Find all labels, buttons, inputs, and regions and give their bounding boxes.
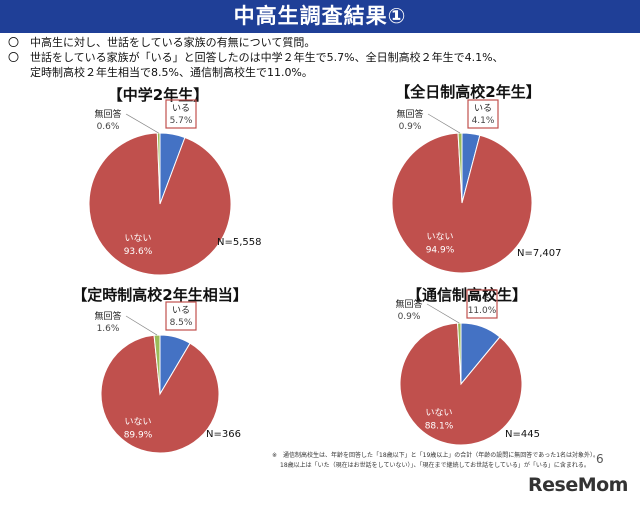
slice-value: 8.5% — [170, 318, 193, 328]
slice-value: 0.9% — [398, 312, 421, 322]
pie-slice — [153, 334, 161, 395]
slice-label: いる — [172, 103, 190, 114]
slice-value: 11.0% — [468, 306, 497, 316]
slice-label: いない — [124, 417, 151, 428]
pie-chart: 【中学2年生】いる 5.7% 無回答 0.6% いない 93.6% N=5,558 — [88, 86, 262, 276]
resemom-logo: ReseMom — [528, 474, 628, 496]
chart-title: 【全日制高校2年生】 — [395, 83, 540, 101]
page-title: 中高生調査結果① — [233, 4, 407, 28]
sample-size-label: N=7,407 — [517, 248, 562, 259]
bullet-mark: 〇 — [8, 51, 19, 64]
leader-line — [426, 303, 460, 324]
footnote-line: 18歳以上は「いた（現在はお世話をしていない）」、「現在まで継続してお世話をして… — [280, 462, 590, 469]
highlight-box — [165, 99, 197, 129]
slice-label: 無回答 — [395, 298, 422, 310]
sample-size-label: N=366 — [206, 429, 241, 440]
sample-size-label: N=5,558 — [217, 237, 262, 248]
slice-value: 93.6% — [124, 247, 153, 257]
bullet-item: 〇中高生に対し、世話をしている家族の有無について質問。 — [8, 35, 638, 50]
sample-size-label: N=445 — [505, 429, 540, 440]
slice-value: 94.9% — [426, 245, 455, 255]
summary-bullets: 〇中高生に対し、世話をしている家族の有無について質問。 〇世話をしている家族が「… — [8, 35, 638, 80]
slice-label: 無回答 — [396, 108, 423, 120]
title-banner — [0, 0, 640, 33]
slice-value: 0.6% — [97, 122, 120, 132]
highlight-box — [466, 289, 498, 319]
slice-label: 無回答 — [94, 310, 121, 322]
leader-line — [427, 113, 461, 134]
highlight-box — [467, 99, 499, 129]
pie-slice — [391, 132, 533, 274]
slice-value: 5.7% — [170, 116, 193, 126]
slice-value: 0.9% — [399, 122, 422, 132]
slice-value: 4.1% — [472, 116, 495, 126]
bullet-item: 〇世話をしている家族が「いる」と回答したのは中学２年生で5.7%、全日制高校２年… — [8, 50, 638, 65]
pie-slice — [100, 334, 220, 454]
chart-title: 【中学2年生】 — [108, 86, 208, 104]
highlight-box — [165, 301, 197, 331]
slice-value: 89.9% — [124, 431, 153, 441]
footnote-line: ※ 通信制高校生は、年齢を回答した「18歳以下」と「19歳以上」の合計（年齢の設… — [272, 452, 600, 459]
slice-label: いる — [473, 293, 491, 304]
slice-label: 無回答 — [94, 108, 121, 120]
bullet-text: 世話をしている家族が「いる」と回答したのは中学２年生で5.7%、全日制高校２年生… — [30, 51, 504, 64]
pie-chart: 【定時制高校2年生相当】いる 8.5% 無回答 1.6% いない 89.9% N=366 — [72, 286, 248, 454]
leader-line — [125, 315, 158, 336]
bullet-continuation: 定時制高校２年生相当で8.5%、通信制高校生で11.0%。 — [30, 66, 313, 79]
slice-label: いない — [425, 408, 452, 419]
footnote: ※ 通信制高校生は、年齢を回答した「18歳以下」と「19歳以上」の合計（年齢の設… — [272, 451, 599, 471]
slice-label: いる — [172, 305, 190, 316]
leader-line — [125, 113, 159, 134]
slice-label: いる — [474, 103, 492, 114]
page-number: 6 — [596, 452, 604, 466]
bullet-mark: 〇 — [8, 36, 19, 49]
slice-label: いない — [124, 233, 151, 244]
slice-value: 1.6% — [97, 324, 120, 334]
slice-value: 88.1% — [425, 422, 454, 432]
slice-label: いない — [426, 231, 453, 242]
pie-chart: 【全日制高校2年生】いる 4.1% 無回答 0.9% いない 94.9% N=7,407 — [391, 83, 562, 274]
chart-title: 【定時制高校2年生相当】 — [72, 286, 247, 304]
bullet-text: 中高生に対し、世話をしている家族の有無について質問。 — [30, 36, 316, 49]
pie-slice — [399, 322, 523, 446]
